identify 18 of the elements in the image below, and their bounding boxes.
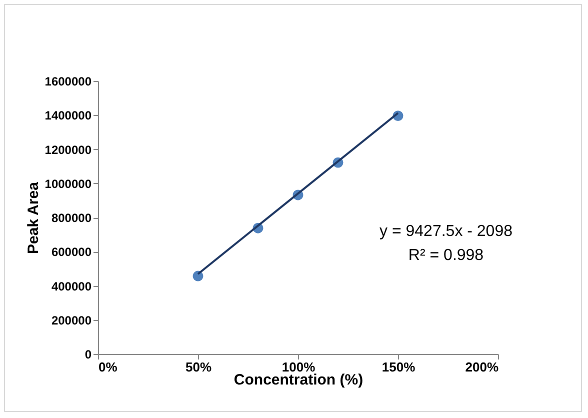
y-tick-label: 0 — [84, 348, 92, 362]
y-tick-label: 800000 — [51, 211, 92, 225]
y-tick-label: 400000 — [51, 279, 92, 294]
annotation: y = 9427.5x - 2098 — [380, 223, 513, 240]
y-axis-title: Peak Area — [24, 181, 42, 254]
y-tick-label: 1600000 — [44, 74, 92, 88]
x-tick-label: 50% — [185, 360, 212, 374]
y-tick-label: 200000 — [51, 313, 92, 328]
x-tick-label: 150% — [382, 360, 416, 374]
y-tick-label: 1000000 — [44, 176, 92, 191]
y-tick-label: 1200000 — [44, 142, 92, 157]
x-tick-label: 0% — [98, 360, 118, 374]
y-tick-label: 1400000 — [44, 108, 92, 123]
y-tick-label: 600000 — [51, 245, 92, 260]
annotation: R² = 0.998 — [408, 247, 484, 264]
x-tick-label: 200% — [465, 360, 499, 374]
x-axis-title: Concentration (%) — [234, 372, 364, 388]
x-tick-label: 100% — [282, 360, 316, 374]
